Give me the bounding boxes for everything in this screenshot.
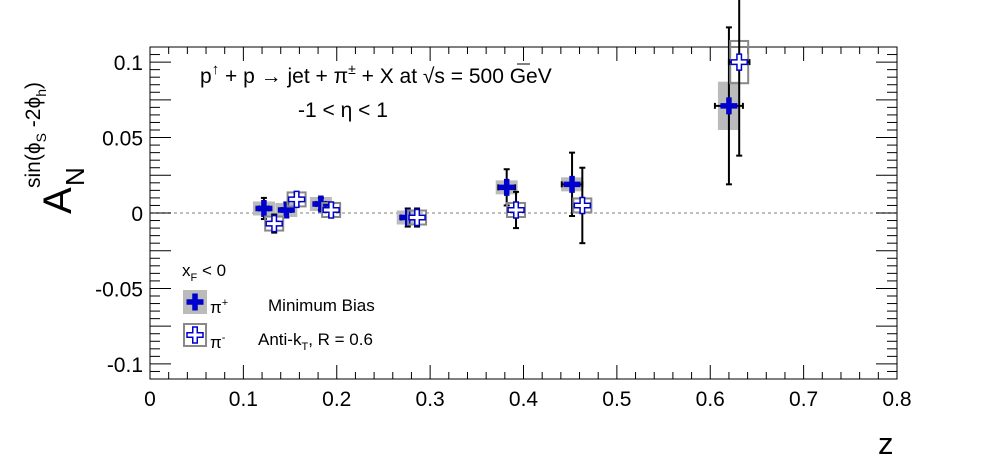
pi-minus-marker bbox=[408, 208, 426, 227]
legend-note1: Minimum Bias bbox=[268, 296, 375, 315]
x-tick-label: 0.3 bbox=[416, 388, 445, 411]
legend-note2: Anti-kT, R = 0.6 bbox=[258, 330, 373, 353]
pi-minus-marker bbox=[507, 201, 525, 219]
legend-header: xF < 0 bbox=[182, 261, 226, 284]
pi-minus-marker bbox=[730, 53, 748, 71]
chart-title-line1: p↑ + p → jet + π± + X at √s = 500 GeV bbox=[200, 61, 552, 88]
pi-minus-point bbox=[286, 190, 307, 209]
x-tick-label: 0.4 bbox=[509, 388, 539, 411]
pi-minus-point bbox=[321, 201, 342, 219]
pi-minus-point bbox=[727, 0, 751, 157]
y-tick-label: -0.1 bbox=[107, 354, 143, 377]
pi-plus-point bbox=[713, 26, 744, 186]
legend-plus-marker bbox=[186, 293, 204, 311]
x-tick-label: 0.7 bbox=[789, 388, 818, 411]
pi-plus-point bbox=[495, 168, 518, 207]
chart-title-line2: -1 < η < 1 bbox=[298, 99, 388, 122]
pi-minus-marker bbox=[322, 201, 340, 219]
y-axis-label-main: A bbox=[36, 187, 80, 214]
x-tick-label: 0.6 bbox=[696, 388, 725, 411]
title-s: s = 500 GeV bbox=[434, 65, 551, 88]
x-tick-label: 0.1 bbox=[229, 388, 258, 411]
pi-minus-point bbox=[572, 166, 593, 245]
legend-minus-cross bbox=[186, 326, 204, 344]
pi-minus-marker bbox=[573, 196, 592, 215]
legend-plus-cross bbox=[186, 293, 204, 311]
title-sqrt: √ bbox=[423, 65, 435, 88]
pi-minus-marker bbox=[287, 190, 306, 209]
y-axis-label-sub: N bbox=[60, 167, 90, 186]
legend-plus-label: π+ bbox=[210, 297, 228, 317]
y-tick-label: 0.05 bbox=[102, 128, 143, 151]
x-axis-ticks bbox=[149, 47, 898, 379]
data-points bbox=[252, 0, 751, 245]
pi-plus-marker bbox=[277, 201, 295, 219]
pi-minus-marker bbox=[265, 214, 283, 233]
x-tick-label: 0.8 bbox=[882, 388, 911, 411]
legend-minus-marker bbox=[186, 326, 204, 344]
pi-plus-marker bbox=[498, 178, 516, 196]
title-rest: + p → jet + π bbox=[219, 65, 348, 88]
legend: xF < 0 π+ Minimum Bias π- Anti-kT, R = 0… bbox=[182, 261, 375, 353]
legend-minus-box bbox=[183, 323, 207, 347]
pi-plus-marker bbox=[563, 175, 581, 193]
x-tick-label: 0.5 bbox=[602, 388, 631, 411]
x-tick-label: 0 bbox=[144, 388, 156, 411]
title-pm: ± bbox=[348, 61, 356, 77]
title-tail: + X at bbox=[356, 65, 423, 88]
y-axis-ticks bbox=[150, 46, 897, 380]
pi-minus-point bbox=[407, 207, 428, 228]
y-axis-label-sup: sin(ϕS -2ϕh) bbox=[22, 82, 49, 188]
x-axis-label: z bbox=[878, 426, 894, 461]
y-axis-label: A N sin(ϕS -2ϕh) bbox=[22, 82, 90, 214]
x-tick-label: 0.2 bbox=[322, 388, 351, 411]
legend-minus-label: π- bbox=[210, 332, 226, 352]
y-axis-tick-labels: 0.1 0.05 0 -0.05 -0.1 bbox=[95, 52, 143, 377]
y-tick-label: 0 bbox=[131, 203, 143, 226]
pi-minus-point bbox=[264, 213, 285, 234]
y-tick-label: -0.05 bbox=[95, 278, 143, 301]
x-axis-tick-labels: 0 0.1 0.2 0.3 0.4 0.5 0.6 0.7 0.8 bbox=[144, 388, 911, 411]
y-tick-label: 0.1 bbox=[114, 52, 143, 75]
title-p: p bbox=[200, 65, 212, 88]
title-arrow: ↑ bbox=[212, 61, 220, 78]
pi-plus-marker bbox=[720, 97, 738, 115]
pi-minus-point bbox=[506, 190, 527, 230]
